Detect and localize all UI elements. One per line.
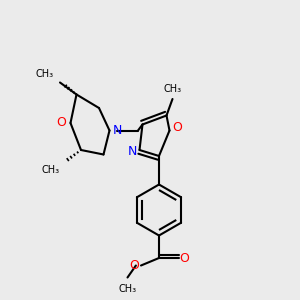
Text: CH₃: CH₃ [36,70,54,80]
Text: CH₃: CH₃ [42,165,60,175]
Text: N: N [127,145,137,158]
Text: O: O [172,121,182,134]
Text: O: O [130,259,139,272]
Text: CH₃: CH₃ [164,85,181,94]
Text: O: O [180,251,189,265]
Text: CH₃: CH₃ [118,284,136,293]
Text: N: N [112,124,122,137]
Text: O: O [57,116,66,130]
